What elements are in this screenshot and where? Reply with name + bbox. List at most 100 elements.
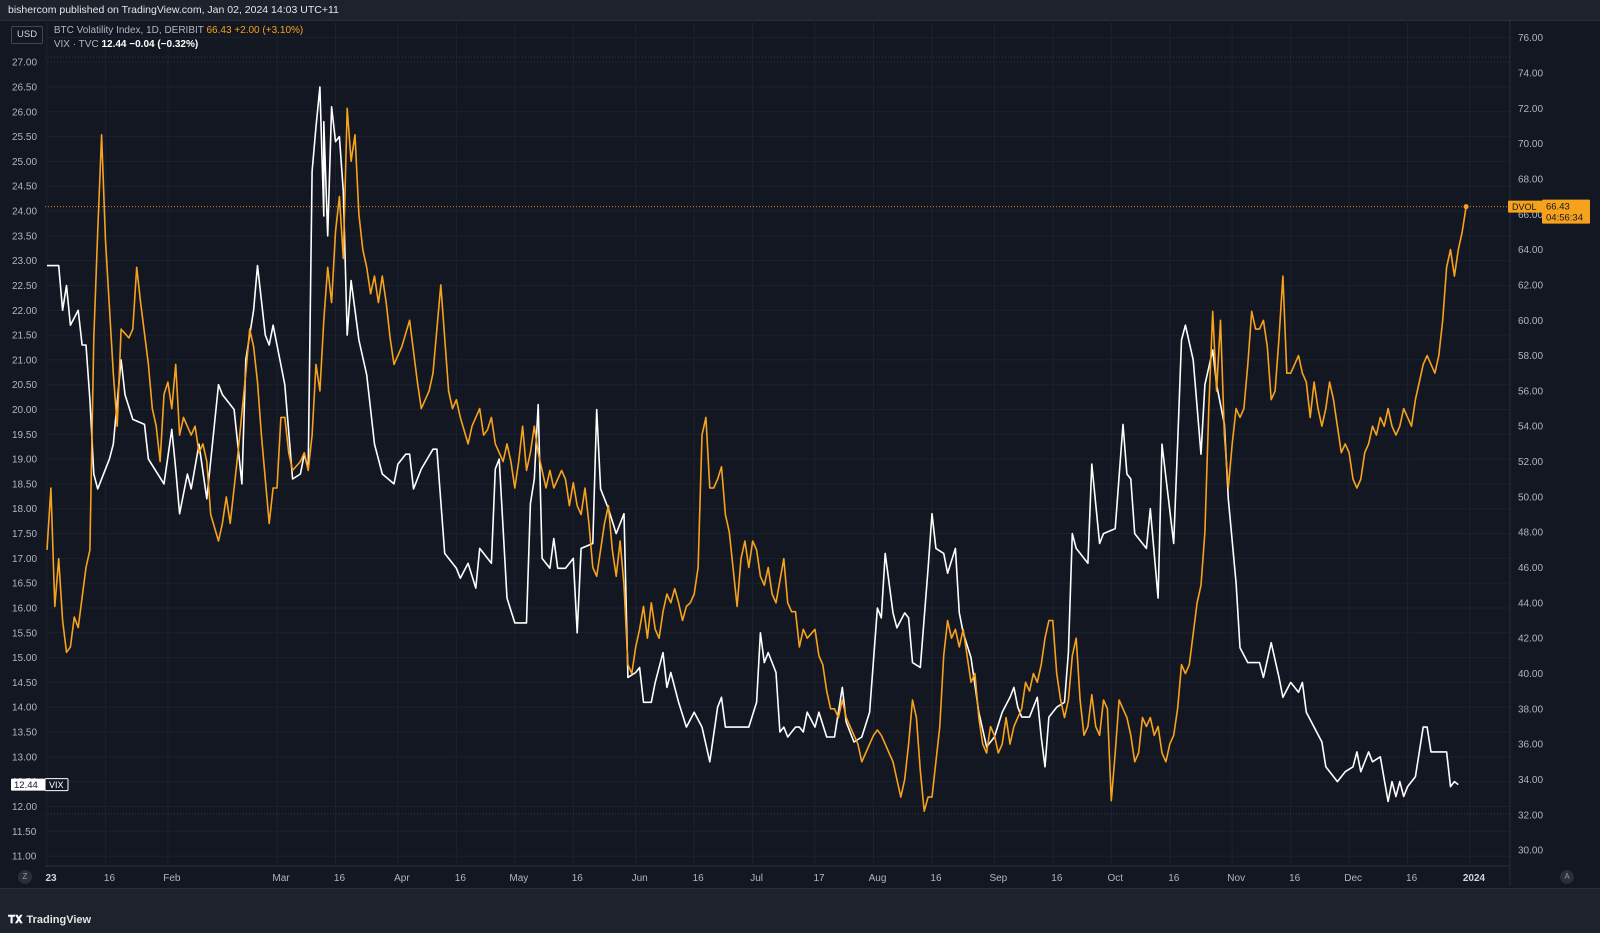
left-axis-tick-label: 20.00 [12,405,37,416]
right-axis-tick-label: 42.00 [1518,634,1543,645]
left-axis-tick-label: 22.50 [12,281,37,292]
time-axis-tick-label: Mar [272,873,290,884]
right-axis-tick-label: 36.00 [1518,740,1543,751]
time-axis-tick-label: Aug [869,873,887,884]
left-axis-tick-label: 13.50 [12,728,37,739]
time-axis-tick-label: 16 [572,873,584,884]
left-axis-tick-label: 13.00 [12,752,37,763]
right-axis-tick-label: 76.00 [1518,33,1543,44]
right-axis-tick-label: 58.00 [1518,351,1543,362]
right-axis-tick-label: 70.00 [1518,139,1543,150]
left-price-axis[interactable]: 27.5027.0026.5026.0025.5025.0024.5024.00… [12,33,37,863]
time-axis-tick-label: 23 [45,873,57,884]
time-axis-tick-label: 16 [930,873,942,884]
left-axis-tick-label: 23.00 [12,256,37,267]
right-axis-tick-label: 48.00 [1518,528,1543,539]
left-axis-tick-label: 19.00 [12,455,37,466]
dvol-price-badge [1542,199,1590,224]
right-axis-tick-label: 66.00 [1518,210,1543,221]
left-axis-tick-label: 16.50 [12,579,37,590]
dvol-last-point [1463,204,1469,210]
left-axis-tick-label: 19.50 [12,430,37,441]
right-axis-tick-label: 62.00 [1518,280,1543,291]
right-axis-tick-label: 50.00 [1518,492,1543,503]
grid [45,20,1511,886]
right-axis-tick-label: 30.00 [1518,846,1543,857]
dvol-label-text: DVOL [1512,202,1537,212]
left-axis-tick-label: 17.50 [12,529,37,540]
series-lines [46,86,1467,812]
left-axis-tick-label: 25.50 [12,132,37,143]
vix-label-text: VIX [49,780,64,790]
time-axis-tick-label: Feb [163,873,181,884]
right-axis-tick-label: 74.00 [1518,68,1543,79]
legend: USD BTC Volatility Index, 1D, DERIBIT 66… [11,24,303,52]
left-axis-tick-label: 18.00 [12,504,37,515]
time-axis-tick-label: 16 [693,873,705,884]
auto-scale-button[interactable]: A [1560,870,1574,884]
legend-vix-row[interactable]: VIX · TVC 12.44 −0.04 (−0.32%) [54,38,303,52]
tradingview-brand: TradingView [26,914,92,926]
left-axis-tick-label: 14.50 [12,678,37,689]
time-axis-tick-label: 16 [1051,873,1063,884]
right-axis-tick-label: 46.00 [1518,563,1543,574]
top-bar: bishercom published on TradingView.com, … [0,0,1600,21]
right-axis-tick-label: 44.00 [1518,598,1543,609]
published-info: bishercom published on TradingView.com, … [8,4,339,16]
chart-canvas[interactable]: 27.5027.0026.5026.0025.5025.0024.5024.00… [0,20,1600,888]
left-axis-tick-label: 15.00 [12,653,37,664]
dvol-label-badge [1508,200,1542,213]
time-axis[interactable]: 23 16 Feb Mar 16 Apr 16 May 16 Jun 16 Jul 17 Aug 16 Sep… [45,873,1485,884]
left-axis-tick-label: 21.50 [12,331,37,342]
time-axis-tick-label: 16 [1406,873,1418,884]
left-axis-tick-label: 11.50 [12,827,37,838]
right-axis-tick-label: 38.00 [1518,704,1543,715]
legend-dvol-name: BTC Volatility Index, 1D, DERIBIT [53,25,204,36]
left-axis-tick-label: 26.00 [12,107,37,118]
time-axis-tick-label: Jun [632,873,648,884]
right-axis-tick-label: 60.00 [1518,316,1543,327]
bottom-bar: 𝐓𝐗 TradingView [0,888,1600,933]
time-axis-tick-label: Sep [989,873,1007,884]
legend-vix-change: −0.04 (−0.32%) [129,39,199,50]
vix-price-text: 12.44 [14,780,38,791]
left-axis-tick-label: 14.00 [12,703,37,714]
legend-dvol-value: 66.43 [206,25,232,36]
tradingview-logo[interactable]: 𝐓𝐗 TradingView [8,914,91,927]
left-axis-tick-label: 21.00 [12,355,37,366]
left-axis-tick-label: 11.00 [12,852,37,863]
time-axis-tick-label: Dec [1344,873,1362,884]
right-axis-tick-label: 72.00 [1518,104,1543,115]
dvol-price-text: 66.43 [1546,202,1570,213]
left-axis-tick-label: 25.00 [12,157,37,168]
left-axis-tick-label: 23.50 [12,231,37,242]
legend-vix-value: 12.44 [101,39,127,50]
left-axis-tick-label: 24.50 [12,182,37,193]
right-axis-tick-label: 68.00 [1518,174,1543,185]
legend-dvol-change: +2.00 (+3.10%) [234,25,304,36]
dvol-countdown-text: 04:56:34 [1546,213,1583,224]
left-axis-tick-label: 24.00 [12,207,37,218]
time-axis-tick-label: 16 [455,873,467,884]
right-price-axis[interactable]: 76.00 74.00 72.00 70.00 68.00 66.00 64.00 62.00… [1518,33,1543,856]
left-axis-tick-label: 26.50 [12,82,37,93]
right-axis-tick-label: 54.00 [1518,422,1543,433]
left-axis-tick-label: 12.00 [12,802,37,813]
right-axis-tick-label: 52.00 [1518,457,1543,468]
left-axis-tick-label: 22.00 [12,306,37,317]
reference-lines [45,56,1510,815]
left-axis-tick-label: 15.50 [12,628,37,639]
left-axis-tick-label: 18.50 [12,479,37,490]
time-axis-tick-label: Nov [1227,873,1245,884]
currency-badge[interactable]: USD [11,26,44,44]
series-line-dvol[interactable] [46,107,1467,812]
zoom-reset-button[interactable]: Z [18,870,32,884]
time-axis-tick-label: 17 [813,873,825,884]
time-axis-tick-label: 16 [104,873,116,884]
vix-price-badge [11,778,45,791]
right-axis-tick-label: 40.00 [1518,669,1543,680]
left-axis-tick-label: 17.00 [12,554,37,565]
legend-dvol-row[interactable]: BTC Volatility Index, 1D, DERIBIT 66.43 … [54,24,303,38]
vix-label-badge [44,778,69,792]
